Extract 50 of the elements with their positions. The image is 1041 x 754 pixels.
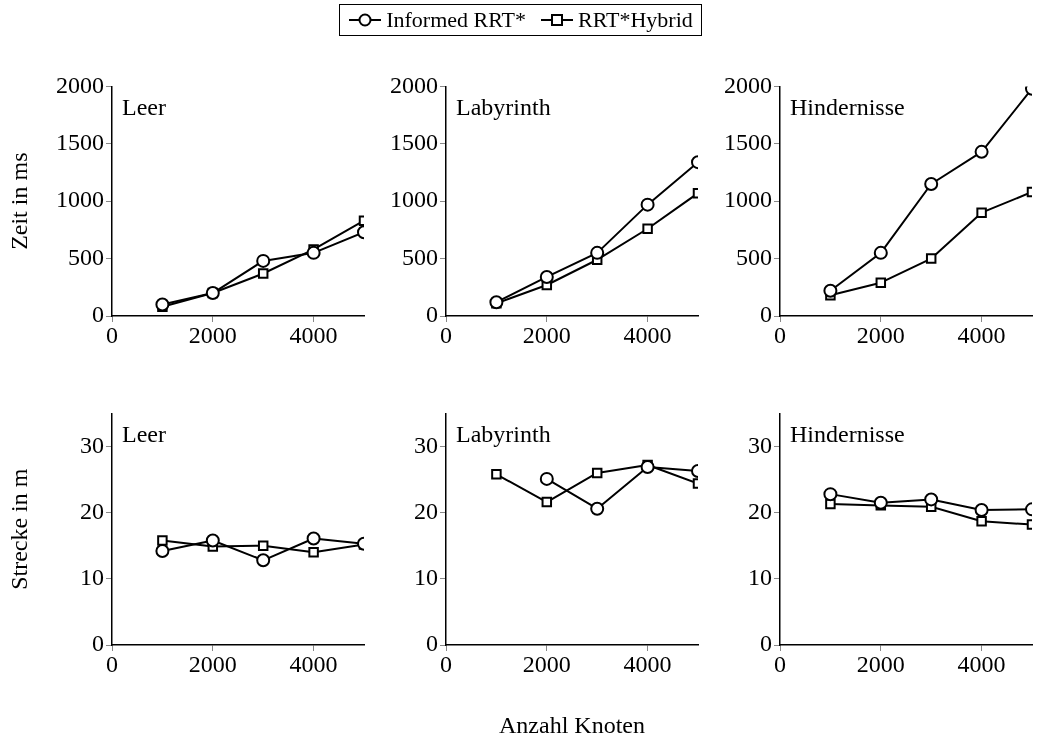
y-tick-label: 0 [92,630,104,657]
y-tick-label: 1000 [390,186,438,213]
chart-title: Leer [122,93,166,120]
y-tick-label: 20 [80,497,104,524]
x-tick-label: 4000 [289,650,338,677]
x-tick-label: 2000 [856,321,905,348]
y-tick-label: 10 [748,564,772,591]
y-tick-label: 500 [402,243,438,270]
y-tick-label: 0 [760,301,772,328]
chart-title: Labyrinth [456,93,551,120]
x-tick-label: 4000 [957,321,1006,348]
y-tick-label: 0 [760,630,772,657]
x-tick-label: 4000 [957,650,1006,677]
chart-title: Hindernisse [790,93,905,120]
y-tick-label: 1000 [56,186,104,213]
x-axis-title: Anzahl Knoten [499,711,645,738]
legend-label: RRT*Hybrid [578,7,693,33]
y-tick-label: 10 [414,564,438,591]
y-tick-label: 30 [414,431,438,458]
y-tick-label: 1500 [56,129,104,156]
y-tick-label: 0 [426,630,438,657]
y-axis-title: Strecke in m [5,468,32,590]
y-tick-label: 0 [426,301,438,328]
y-tick-label: 20 [748,497,772,524]
legend-label: Informed RRT* [386,7,527,33]
y-tick-label: 20 [414,497,438,524]
y-tick-label: 30 [80,431,104,458]
x-tick-label: 4000 [289,321,338,348]
chart-title: Labyrinth [456,420,551,447]
y-tick-label: 1000 [724,186,772,213]
y-tick-label: 1500 [390,129,438,156]
x-tick-label: 2000 [188,650,237,677]
chart-title: Hindernisse [790,420,905,447]
x-tick-label: 4000 [623,321,672,348]
y-tick-label: 2000 [390,71,438,98]
x-tick-label: 2000 [522,650,571,677]
y-tick-label: 500 [736,243,772,270]
x-tick-label: 2000 [188,321,237,348]
y-axis-title: Zeit in ms [5,152,32,250]
y-tick-label: 1500 [724,129,772,156]
x-tick-label: 4000 [623,650,672,677]
y-tick-label: 10 [80,564,104,591]
x-tick-label: 2000 [522,321,571,348]
y-tick-label: 2000 [56,71,104,98]
y-tick-label: 30 [748,431,772,458]
chart-title: Leer [122,420,166,447]
y-tick-label: 500 [68,243,104,270]
y-tick-label: 0 [92,301,104,328]
x-tick-label: 2000 [856,650,905,677]
y-tick-label: 2000 [724,71,772,98]
